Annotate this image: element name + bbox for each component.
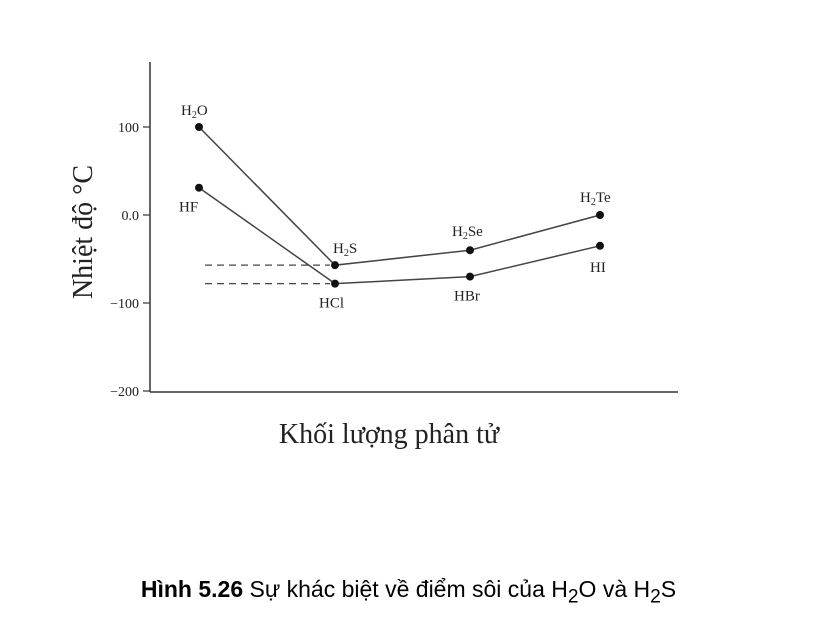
point-label: HBr bbox=[454, 289, 480, 305]
y-tick-label: 0.0 bbox=[122, 209, 140, 224]
axes bbox=[149, 62, 678, 393]
y-tick-label: 100 bbox=[118, 121, 139, 136]
data-point bbox=[331, 261, 339, 270]
series-line-2 bbox=[198, 187, 601, 285]
point-label: HF bbox=[179, 200, 198, 216]
reference-lines bbox=[205, 264, 330, 285]
data-point bbox=[596, 241, 604, 250]
point-label: H2S bbox=[333, 241, 357, 259]
data-point bbox=[195, 183, 203, 192]
series-lines bbox=[195, 123, 604, 288]
caption-text-3: S bbox=[660, 576, 677, 602]
x-axis-title: Khối lượng phân tử bbox=[279, 419, 500, 450]
point-label: H2O bbox=[181, 103, 208, 121]
caption-sub-1: 2 bbox=[567, 586, 579, 608]
point-label: H2Se bbox=[452, 224, 483, 242]
y-tick-label: −100 bbox=[110, 297, 139, 312]
point-label: HCl bbox=[319, 296, 344, 312]
figure-caption: Hình 5.26 Sự khác biệt về điểm sôi của H… bbox=[0, 576, 817, 609]
point-label: H2Te bbox=[580, 190, 611, 208]
y-axis-title: Nhiệt độ °C bbox=[68, 165, 99, 299]
data-point bbox=[596, 211, 604, 219]
y-ticks: 100 0.0 −100 −200 bbox=[110, 121, 150, 400]
data-point bbox=[466, 272, 474, 281]
caption-figure-number: Hình 5.26 bbox=[140, 576, 244, 602]
series-line-1 bbox=[198, 126, 601, 266]
data-point bbox=[466, 246, 474, 255]
point-labels: H2O H2S H2Se H2Te HF HCl HBr HI bbox=[179, 103, 611, 312]
caption-text-1: Sự khác biệt về điểm sôi của H bbox=[243, 576, 568, 602]
y-tick-label: −200 bbox=[110, 385, 139, 400]
data-point bbox=[331, 279, 339, 288]
caption-text-2: O và H bbox=[578, 576, 651, 602]
caption-sub-2: 2 bbox=[650, 586, 661, 608]
point-label: HI bbox=[590, 260, 606, 276]
data-point bbox=[195, 123, 203, 131]
